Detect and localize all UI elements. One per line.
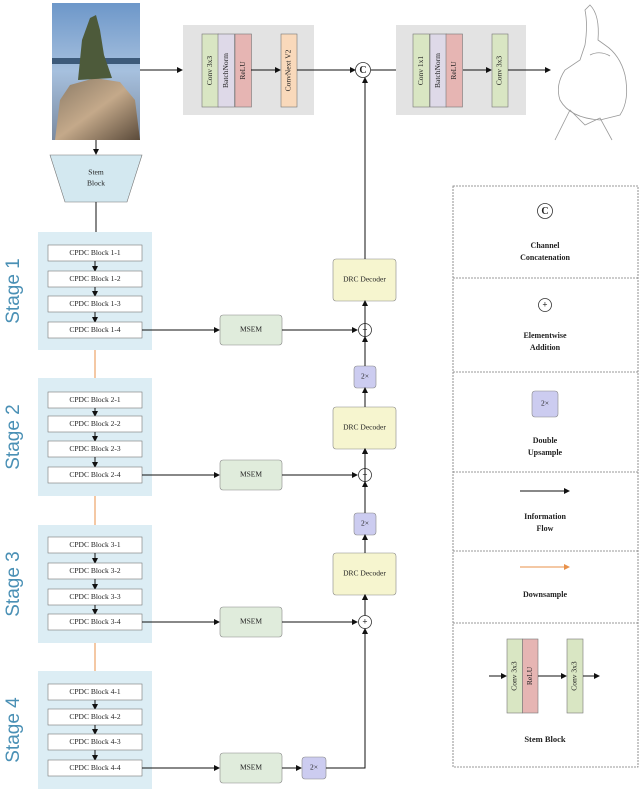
legend-downsample-label: Downsample [523,590,567,599]
legend-upsample-label: Double [533,436,558,445]
cpdc-block-label: CPDC Block 3-4 [69,617,121,626]
legend-upsample-label: Upsample [528,448,563,457]
cpdc-block-label: CPDC Block 1-1 [69,248,121,257]
legend-stem-conv-label: Conv 3x3 [509,661,518,691]
stem-label-1: Stem [88,168,104,177]
legend-upsample-icon-label: 2× [541,399,549,408]
drc-decoder-2-label: DRC Decoder [343,423,386,432]
stage-4-label: Stage 4 [3,697,24,763]
encoder-head-layer-2-label: ReLU [238,61,247,80]
stem-block [49,154,143,203]
drc-decoder-1-label: DRC Decoder [343,275,386,284]
stage-2-label: Stage 2 [3,404,24,470]
legend-upsample-icon [531,390,559,418]
cpdc-block-label: CPDC Block 2-3 [69,444,121,453]
input-image [52,3,140,140]
cpdc-block-label: CPDC Block 4-2 [69,712,121,721]
upsample-block-3-label: 2× [310,763,318,772]
msem-block-1-label: MSEM [240,325,262,334]
cpdc-block-label: CPDC Block 4-3 [69,737,121,746]
cpdc-block-label: CPDC Block 3-1 [69,540,121,549]
cpdc-block-label: CPDC Block 4-4 [69,763,121,772]
cpdc-block-label: CPDC Block 2-2 [69,419,121,428]
cpdc-block-label: CPDC Block 3-3 [69,592,121,601]
upsample-block-1-label: 2× [361,372,369,381]
msem-block-3-label: MSEM [240,617,262,626]
legend-add-label: Addition [530,343,561,352]
concat-node-symbol: C [359,65,366,76]
upsample-block-2-label: 2× [361,519,369,528]
stage-1-label: Stage 1 [3,258,24,324]
msem-block-4-label: MSEM [240,763,262,772]
msem-block-2-label: MSEM [240,470,262,479]
output-head-layer-0-label: Conv 1x1 [416,56,425,86]
cpdc-block-label: CPDC Block 2-4 [69,470,121,479]
legend-flow-label: Flow [537,524,554,533]
legend-flow-label: Information [524,512,566,521]
output-head-layer-2-label: ReLU [449,61,458,80]
output-head-layer-1-label: BatchNorm [433,53,442,88]
encoder-head-layer-1-label: BatchNorm [221,53,230,88]
legend-box [452,185,639,768]
cpdc-block-label: CPDC Block 2-1 [69,395,121,404]
drc-decoder-3-label: DRC Decoder [343,569,386,578]
cpdc-block-label: CPDC Block 1-3 [69,299,121,308]
output-conv3x3-block-label: Conv 3x3 [495,56,504,86]
legend-stem-relu-label: ReLU [525,666,534,685]
encoder-head-layer-0-label: Conv 3x3 [205,56,214,86]
legend-add-label: Elementwise [523,331,567,340]
stem-label-2: Block [87,179,105,188]
legend-concat-icon-symbol: C [541,206,548,217]
cpdc-block-label: CPDC Block 1-4 [69,325,121,334]
legend-concat-label: Concatenation [520,253,570,262]
legend-stem-conv2-label: Conv 3x3 [570,661,579,691]
stage-3-label: Stage 3 [3,551,24,617]
legend-add-icon-symbol: + [542,300,547,310]
legend-concat-label: Channel [531,241,561,250]
cpdc-block-label: CPDC Block 4-1 [69,687,121,696]
legend-stem-label: Stem Block [524,734,566,744]
convnext-v2-block-label: ConvNext V2 [284,49,293,91]
encoder-head-layer-1 [217,33,235,108]
legend-concat-icon [537,203,553,219]
legend-add-icon [538,298,552,312]
arrow-upsample-to-add3 [326,628,368,769]
add-node-symbol: + [362,617,367,627]
cpdc-block-label: CPDC Block 1-2 [69,274,121,283]
output-head-layer-2 [445,33,463,108]
cpdc-block-label: CPDC Block 3-2 [69,566,121,575]
output-head-layer-0 [412,33,430,108]
output-edge-map [554,4,628,141]
